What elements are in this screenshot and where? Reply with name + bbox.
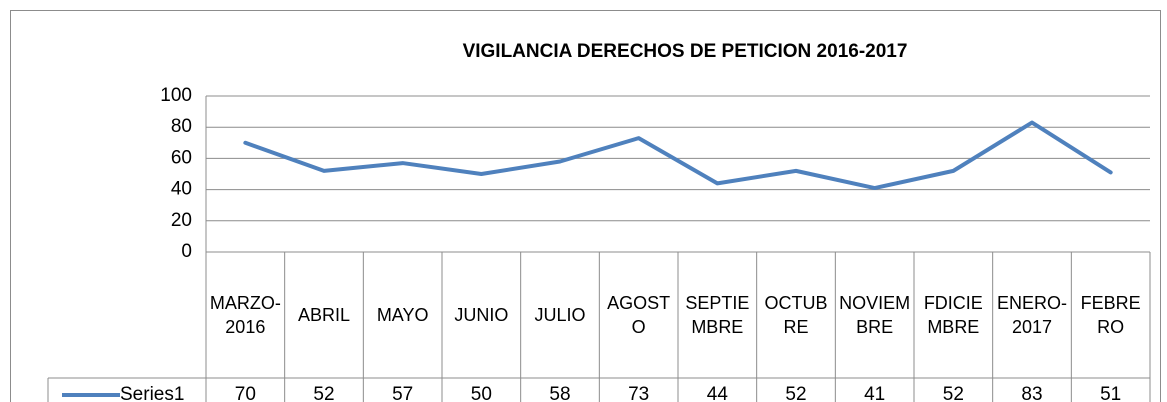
category-cell: MARZO-2016: [209, 293, 281, 337]
category-cell: JULIO: [534, 305, 586, 325]
data-table-value: 58: [549, 384, 570, 402]
data-table-value: 51: [1100, 384, 1121, 402]
x-tick-label: ENERO-2017: [996, 293, 1067, 337]
chart-frame: [10, 10, 1161, 402]
category-cell: MAYO: [376, 305, 429, 325]
category-cell: ABRIL: [297, 305, 350, 325]
data-table-value: 83: [1021, 384, 1042, 402]
data-table-value: 57: [392, 384, 413, 402]
x-tick-label: MARZO-2016: [209, 293, 281, 337]
x-tick-label: JUNIO: [454, 305, 509, 325]
x-tick-label: NOVIEMBRE: [839, 293, 911, 337]
y-tick-label: 40: [171, 179, 192, 200]
data-table-value: 70: [235, 384, 256, 402]
data-table-value: 50: [471, 384, 492, 402]
x-tick-label: ABRIL: [297, 305, 350, 325]
data-table-value: 44: [707, 384, 729, 402]
category-cell: ENERO-2017: [996, 293, 1067, 337]
category-cell: AGOSTO: [607, 293, 671, 337]
data-line: [243, 120, 1113, 191]
x-tick-label: SEPTIEMBRE: [685, 293, 750, 337]
category-cell: NOVIEMBRE: [839, 293, 911, 337]
category-cell: OCTUBRE: [764, 293, 828, 337]
x-tick-label: FDICIEMBRE: [923, 293, 983, 337]
category-cell: FEBRERO: [1080, 293, 1141, 337]
chart-title: VIGILANCIA DERECHOS DE PETICION 2016-201…: [463, 41, 908, 62]
data-table-value: 52: [785, 384, 806, 402]
y-tick-label: 80: [171, 116, 192, 137]
data-table-value: 52: [313, 384, 334, 402]
y-tick-label: 60: [171, 147, 192, 168]
data-table-value: 73: [628, 384, 649, 402]
legend-label: Series1: [120, 384, 184, 402]
x-tick-label: AGOSTO: [607, 293, 671, 337]
y-tick-label: 0: [181, 241, 192, 262]
category-cell: FDICIEMBRE: [923, 293, 983, 337]
x-tick-label: OCTUBRE: [764, 293, 828, 337]
x-tick-label: JULIO: [534, 305, 586, 325]
data-table-value: 52: [943, 384, 964, 402]
y-tick-label: 100: [160, 85, 192, 106]
y-tick-label: 20: [171, 210, 192, 231]
x-tick-label: FEBRERO: [1080, 293, 1141, 337]
x-tick-label: MAYO: [376, 305, 429, 325]
category-cell: JUNIO: [454, 305, 509, 325]
category-cell: SEPTIEMBRE: [685, 293, 750, 337]
data-table-value: 41: [864, 384, 885, 402]
